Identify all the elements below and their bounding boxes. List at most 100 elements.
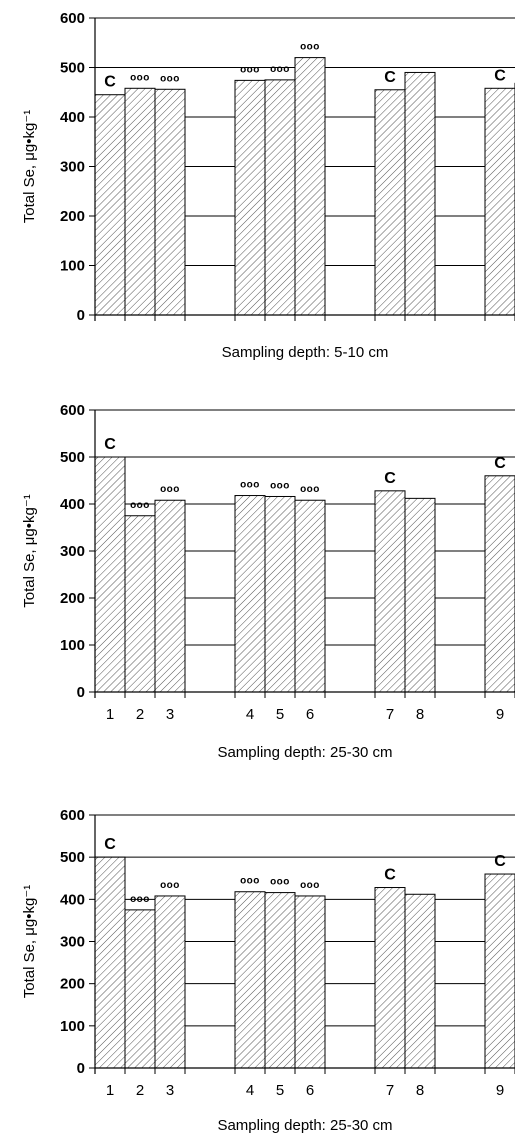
y-tick-label-400: 400 [60, 891, 85, 908]
significance-mark-4: ooo [240, 480, 260, 491]
x-axis-title: Sampling depth: 25-30 cm [217, 744, 392, 761]
bar-9 [484, 873, 515, 1069]
y-axis-title: Total Se, μg•kg⁻¹ [21, 494, 38, 608]
bar-5 [264, 892, 296, 1069]
x-tick-label-9: 9 [496, 706, 504, 723]
y-tick-label-100: 100 [60, 637, 85, 654]
bar-4 [234, 495, 266, 693]
y-tick-label-200: 200 [60, 976, 85, 993]
x-tick-label-2: 2 [136, 706, 144, 723]
x-tick-label-9: 9 [496, 1082, 504, 1099]
x-tick-label-5: 5 [276, 1082, 284, 1099]
bar-chart-3: CoooooooooooooooCCoooooo0100200300400500… [21, 807, 515, 1134]
bar-3 [154, 895, 186, 1069]
significance-mark-7: C [384, 867, 396, 884]
y-tick-label-500: 500 [60, 849, 85, 866]
significance-mark-4: ooo [240, 876, 260, 887]
bar-7 [374, 887, 406, 1069]
bar-1 [94, 94, 126, 316]
bar-8 [404, 497, 436, 693]
chart-panel-3: CoooooooooooooooCCoooooo0100200300400500… [0, 785, 515, 1135]
y-tick-label-0: 0 [77, 307, 85, 324]
significance-mark-2: ooo [130, 894, 150, 905]
bar-2 [124, 515, 156, 693]
y-tick-label-100: 100 [60, 258, 85, 275]
bar-5 [264, 495, 296, 693]
bar-7 [374, 490, 406, 693]
significance-mark-9: C [494, 67, 506, 84]
y-tick-label-300: 300 [60, 934, 85, 951]
y-tick-label-200: 200 [60, 590, 85, 607]
significance-mark-6: ooo [300, 42, 320, 53]
x-tick-label-6: 6 [306, 1082, 314, 1099]
x-tick-label-1: 1 [106, 706, 114, 723]
y-tick-label-400: 400 [60, 109, 85, 126]
significance-mark-5: ooo [270, 877, 290, 888]
x-tick-label-5: 5 [276, 706, 284, 723]
bar-chart-1: CoooooooooooooooCCoooooo0100200300400500… [21, 10, 515, 361]
significance-mark-6: ooo [300, 880, 320, 891]
significance-mark-5: ooo [270, 64, 290, 75]
significance-mark-9: C [494, 455, 506, 472]
bar-1 [94, 456, 126, 693]
x-tick-label-6: 6 [306, 706, 314, 723]
bar-4 [234, 79, 266, 316]
bar-8 [404, 71, 436, 316]
significance-mark-2: ooo [130, 72, 150, 83]
significance-mark-3: ooo [160, 73, 180, 84]
x-axis-title: Sampling depth: 5-10 cm [222, 344, 389, 361]
x-tick-label-3: 3 [166, 706, 174, 723]
y-axis-title: Total Se, μg•kg⁻¹ [21, 110, 38, 224]
x-tick-label-8: 8 [416, 1082, 424, 1099]
bar-chart-2: CoooooooooooooooCCoooooo0100200300400500… [21, 402, 515, 761]
bar-6 [294, 895, 326, 1069]
y-tick-label-600: 600 [60, 402, 85, 419]
x-tick-label-2: 2 [136, 1082, 144, 1099]
significance-mark-5: ooo [270, 480, 290, 491]
significance-mark-6: ooo [300, 484, 320, 495]
significance-mark-3: ooo [160, 484, 180, 495]
bar-6 [294, 57, 326, 316]
significance-mark-1: C [104, 74, 116, 91]
y-tick-label-300: 300 [60, 543, 85, 560]
x-tick-label-4: 4 [246, 706, 254, 723]
y-tick-label-100: 100 [60, 1018, 85, 1035]
significance-mark-4: ooo [240, 64, 260, 75]
y-axis-title: Total Se, μg•kg⁻¹ [21, 885, 38, 999]
y-tick-label-400: 400 [60, 496, 85, 513]
bar-2 [124, 909, 156, 1069]
bar-8 [404, 893, 436, 1069]
y-tick-label-500: 500 [60, 449, 85, 466]
significance-mark-2: ooo [130, 500, 150, 511]
y-tick-label-600: 600 [60, 807, 85, 824]
y-tick-label-200: 200 [60, 208, 85, 225]
y-tick-label-500: 500 [60, 60, 85, 77]
bar-3 [154, 499, 186, 693]
y-tick-label-600: 600 [60, 10, 85, 27]
bar-7 [374, 89, 406, 316]
y-tick-label-0: 0 [77, 684, 85, 701]
chart-panel-2: CoooooooooooooooCCoooooo0100200300400500… [0, 385, 515, 770]
bar-1 [94, 856, 126, 1069]
y-tick-label-300: 300 [60, 159, 85, 176]
significance-mark-7: C [384, 69, 396, 86]
x-axis-title: Sampling depth: 25-30 cm [217, 1117, 392, 1134]
x-tick-label-7: 7 [386, 706, 394, 723]
x-tick-label-3: 3 [166, 1082, 174, 1099]
significance-mark-3: ooo [160, 880, 180, 891]
bar-5 [264, 79, 296, 316]
significance-mark-1: C [104, 436, 116, 453]
significance-mark-7: C [384, 470, 396, 487]
bar-9 [484, 475, 515, 693]
bar-9 [484, 87, 515, 316]
significance-mark-9: C [494, 853, 506, 870]
x-tick-label-7: 7 [386, 1082, 394, 1099]
bar-6 [294, 499, 326, 693]
bar-3 [154, 88, 186, 316]
bar-2 [124, 87, 156, 316]
x-tick-label-1: 1 [106, 1082, 114, 1099]
significance-mark-1: C [104, 836, 116, 853]
x-tick-label-8: 8 [416, 706, 424, 723]
chart-panel-1: CoooooooooooooooCCoooooo0100200300400500… [0, 0, 515, 370]
x-tick-label-4: 4 [246, 1082, 254, 1099]
